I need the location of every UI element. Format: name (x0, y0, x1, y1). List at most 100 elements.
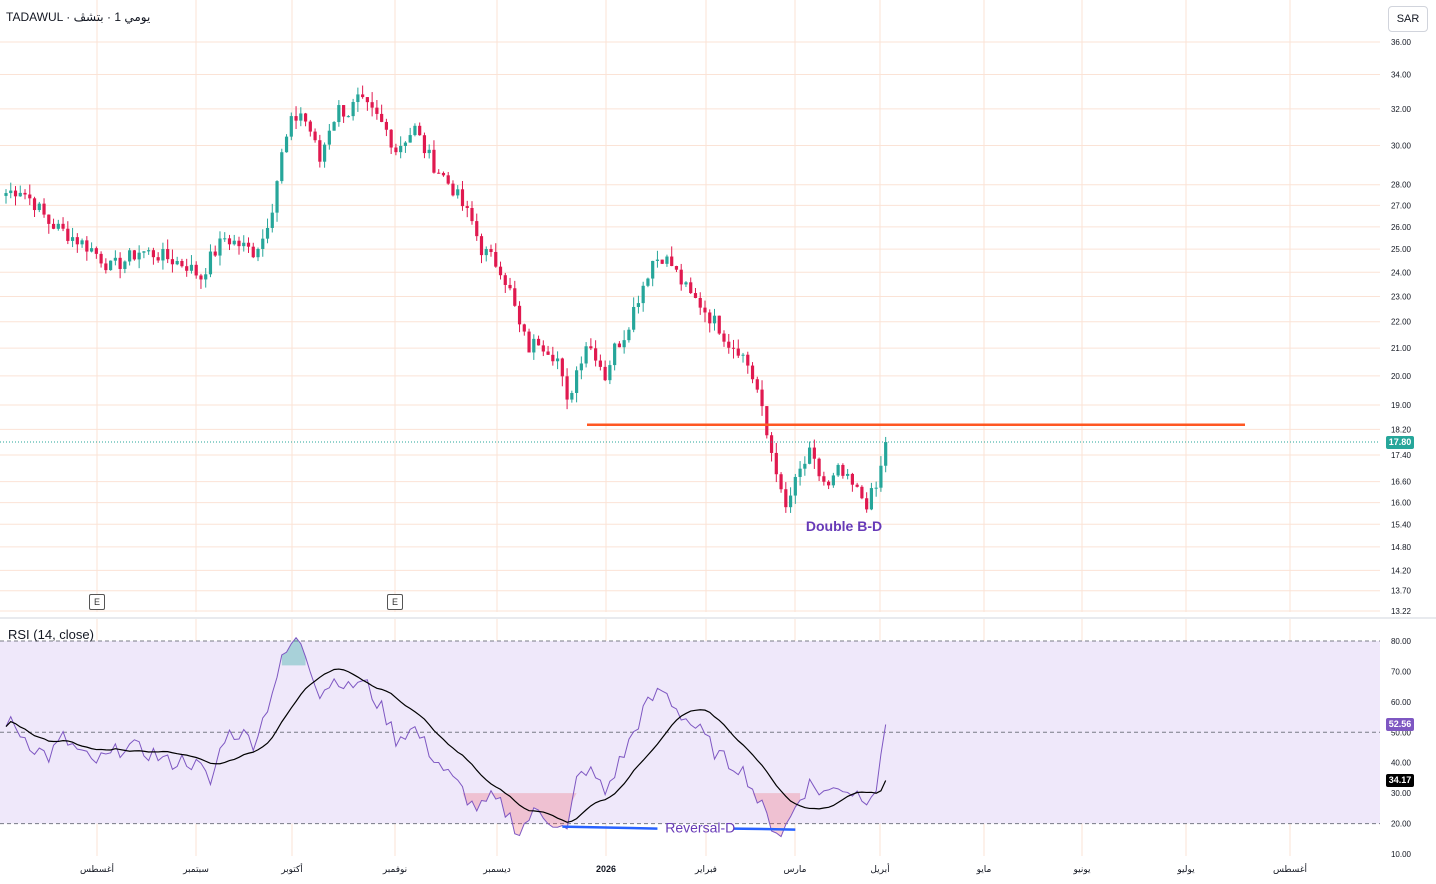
candle-body (199, 275, 203, 280)
last-price-badge: 17.80 (1386, 435, 1414, 449)
candle-body (551, 354, 555, 362)
candle-body (166, 249, 170, 260)
candle-body (584, 346, 588, 364)
time-axis-label: مارس (784, 864, 807, 874)
candle-body (784, 489, 788, 508)
candle-body (746, 354, 750, 366)
candle-body (517, 305, 522, 325)
candle-body (318, 140, 322, 162)
candle-body (218, 238, 222, 256)
candle-body (413, 125, 417, 136)
price-axis-label: 14.80 (1391, 543, 1412, 552)
rsi-axis-label: 10.00 (1391, 850, 1412, 859)
candle-body (850, 473, 854, 485)
time-axis-label: أغسطس (80, 863, 114, 874)
rsi-legend-title[interactable]: RSI (14, close) (8, 627, 94, 642)
candle-body (246, 242, 251, 247)
candle-body (788, 495, 793, 508)
candle-body (475, 221, 479, 237)
candle-body (636, 303, 641, 307)
candle-body (75, 237, 79, 245)
candle-body (451, 183, 455, 196)
candle-body (589, 346, 593, 349)
candle-body (479, 236, 484, 256)
candle-body (717, 315, 721, 334)
candle-body (99, 253, 103, 264)
price-axis-label: 17.40 (1391, 451, 1412, 460)
candle-body (884, 442, 888, 466)
candle-body (869, 488, 874, 510)
price-axis-label: 36.00 (1391, 38, 1412, 47)
earnings-marker[interactable]: E (89, 594, 105, 610)
candle-body (613, 343, 617, 366)
candle-body (622, 340, 626, 348)
candle-body (61, 223, 65, 229)
candle-body (432, 149, 436, 173)
candle-body (536, 338, 541, 346)
rsi-oversold-fill (747, 793, 801, 837)
candle-body (289, 116, 293, 137)
candle-body (446, 175, 450, 184)
candle-body (118, 257, 122, 269)
candle-body (394, 147, 398, 153)
candle-body (546, 351, 550, 355)
reversal-line-left[interactable] (562, 825, 658, 830)
price-axis-label: 13.70 (1391, 587, 1412, 596)
currency-button[interactable]: SAR (1388, 6, 1428, 32)
rsi-value-badge: 52.56 (1386, 717, 1414, 731)
time-axis-label: مايو (976, 864, 992, 874)
candle-body (812, 447, 816, 459)
price-axis-label: 32.00 (1391, 105, 1412, 114)
candle-body (594, 348, 598, 361)
candle-body (299, 113, 303, 121)
rsi-axis-label: 20.00 (1391, 820, 1412, 829)
candle-body (356, 94, 360, 103)
candle-body (498, 266, 503, 276)
candle-body (760, 389, 764, 407)
symbol-legend[interactable]: TADAWUL · يومي 1 · بتشڤ (6, 10, 150, 24)
candle-body (375, 107, 379, 114)
candle-body (670, 256, 674, 267)
rsi-oversold-fill (462, 793, 577, 836)
price-axis-label: 18.20 (1391, 425, 1412, 434)
candle-body (109, 260, 113, 271)
candle-body (28, 194, 32, 199)
earnings-marker[interactable]: E (387, 594, 403, 610)
candle-body (541, 345, 545, 352)
candle-body (817, 458, 821, 477)
candle-body (113, 257, 117, 261)
price-axis-label: 28.00 (1391, 181, 1412, 190)
candle-body (651, 260, 655, 279)
rsi-line (5, 636, 887, 838)
candle-body (722, 333, 726, 342)
candle-body (370, 102, 374, 108)
candle-body (47, 214, 51, 224)
candle-body (727, 341, 731, 348)
candle-body (608, 365, 612, 381)
candle-body (132, 250, 136, 260)
candle-body (384, 121, 388, 130)
price-axis-label: 23.00 (1391, 292, 1412, 301)
candle-body (142, 251, 146, 253)
time-axis-label: يونيو (1072, 864, 1091, 874)
candle-body (223, 238, 227, 240)
candle-body (555, 358, 560, 362)
candle-body (361, 94, 365, 98)
candle-body (632, 306, 636, 330)
price-axis-label: 16.00 (1391, 499, 1412, 508)
candle-body (37, 203, 41, 211)
candle-body (655, 259, 660, 261)
candle-body (104, 263, 108, 271)
price-axis-label: 26.00 (1391, 223, 1412, 232)
candle-body (489, 249, 493, 253)
candle-body (532, 338, 536, 353)
candle-body (342, 105, 346, 117)
candle-body (603, 366, 607, 381)
candle-body (774, 452, 778, 475)
candle-body (703, 307, 707, 313)
candle-body (874, 487, 878, 489)
reversal-line-right[interactable] (733, 827, 796, 831)
time-axis-label: أكتوبر (280, 863, 303, 874)
